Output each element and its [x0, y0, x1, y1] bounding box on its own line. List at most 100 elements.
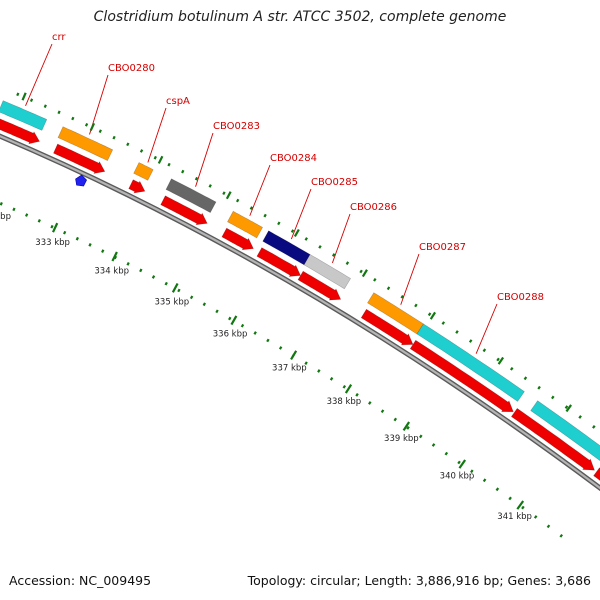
- cds-arrow-cspA: [128, 179, 146, 194]
- tick-label: 332 kbp: [0, 212, 11, 222]
- inner-minor-tick: [470, 469, 474, 474]
- accession-text: Accession: NC_009495: [9, 573, 152, 588]
- inner-major-tick: [402, 421, 411, 431]
- outer-minor-tick: [29, 98, 34, 103]
- inner-minor-tick: [355, 392, 359, 397]
- inner-minor-tick: [342, 384, 347, 389]
- inner-minor-tick: [329, 376, 334, 381]
- inner-minor-tick: [240, 323, 245, 328]
- inner-major-tick: [111, 251, 118, 262]
- inner-minor-tick: [0, 201, 3, 206]
- inner-minor-tick: [431, 443, 436, 447]
- inner-minor-tick: [444, 451, 449, 456]
- leader-line-CBO0283: [195, 132, 214, 187]
- outer-minor-tick: [441, 321, 446, 325]
- cds-arrow-crr: [0, 118, 40, 145]
- inner-minor-tick: [406, 426, 410, 430]
- inner-minor-tick: [508, 496, 512, 501]
- leader-line-cspA: [147, 107, 167, 163]
- outer-minor-tick: [359, 269, 363, 274]
- outer-minor-tick: [592, 425, 596, 429]
- leader-line-crr: [25, 43, 53, 106]
- tick-label: 340 kbp: [440, 471, 475, 481]
- inner-minor-tick: [189, 295, 194, 300]
- outer-minor-tick: [564, 405, 569, 409]
- outer-minor-tick: [277, 221, 281, 226]
- inner-major-tick: [290, 350, 298, 360]
- cds-arrow-CBO0280: [53, 143, 106, 174]
- outer-major-tick: [429, 311, 437, 320]
- outer-minor-tick: [235, 198, 240, 203]
- inner-minor-tick: [25, 213, 29, 217]
- tick-label: 338 kbp: [327, 397, 362, 407]
- inner-minor-tick: [266, 338, 270, 343]
- outer-minor-tick: [455, 330, 459, 334]
- outer-minor-tick: [112, 135, 116, 140]
- outer-major-tick: [89, 122, 96, 132]
- outer-minor-tick: [551, 395, 555, 400]
- gene-feature-CBO0280: [57, 126, 114, 162]
- outer-minor-tick: [318, 245, 322, 249]
- genome-summary-text: Topology: circular; Length: 3,886,916 bp…: [247, 573, 591, 588]
- gene-feature-continuation: [530, 400, 600, 462]
- outer-minor-tick: [509, 366, 514, 371]
- outer-minor-tick: [98, 129, 102, 134]
- inner-minor-tick: [482, 478, 487, 483]
- inner-minor-tick: [253, 331, 257, 335]
- outer-minor-tick: [57, 110, 61, 115]
- outer-minor-tick: [139, 149, 144, 153]
- outer-minor-tick: [71, 116, 75, 121]
- gene-feature-CBO0283: [165, 178, 217, 214]
- gene-label-CBO0284: CBO0284: [270, 153, 317, 164]
- cds-arrow-CBO0285: [256, 247, 301, 277]
- inner-major-tick: [171, 282, 179, 293]
- inner-minor-tick: [75, 236, 79, 241]
- outer-minor-tick: [153, 155, 157, 160]
- backbone-ring: [0, 135, 600, 490]
- tick-label: 333 kbp: [35, 238, 70, 248]
- outer-major-tick: [293, 228, 300, 237]
- gene-feature-crr: [0, 100, 48, 131]
- inner-major-tick: [516, 500, 525, 510]
- outer-minor-tick: [16, 92, 20, 97]
- cds-arrow-CBO0288: [409, 339, 514, 413]
- outer-minor-tick: [537, 385, 541, 390]
- cds-arrow-continuation: [510, 407, 595, 471]
- gene-feature-CBO0286: [303, 254, 352, 290]
- outer-minor-tick: [43, 104, 47, 109]
- cds-arrow-CBO0287: [360, 308, 414, 346]
- outer-minor-tick: [263, 213, 267, 218]
- gene-label-crr: crr: [52, 32, 66, 43]
- gene-feature-CBO0288: [416, 323, 525, 402]
- inner-minor-tick: [304, 361, 308, 366]
- inner-minor-tick: [50, 224, 54, 229]
- outer-minor-tick: [222, 191, 226, 196]
- map-title: Clostridium botulinum A str. ATCC 3502, …: [93, 9, 507, 25]
- outer-minor-tick: [578, 415, 582, 419]
- inner-minor-tick: [533, 515, 538, 519]
- outer-minor-tick: [290, 229, 295, 233]
- inner-minor-tick: [164, 281, 168, 286]
- outer-major-tick: [225, 191, 232, 200]
- gene-label-CBO0287: CBO0287: [419, 242, 466, 253]
- inner-minor-tick: [521, 505, 525, 510]
- tick-label: 339 kbp: [384, 434, 419, 444]
- inner-minor-tick: [12, 207, 16, 212]
- inner-minor-tick: [559, 533, 564, 538]
- outer-minor-tick: [496, 357, 500, 362]
- tick-label: 341 kbp: [497, 512, 532, 522]
- inner-minor-tick: [368, 401, 372, 405]
- gene-feature-cspA: [133, 162, 154, 181]
- leader-line-CBO0288: [475, 303, 498, 354]
- cds-arrow-CBO0283: [160, 195, 208, 226]
- outer-minor-tick: [468, 339, 473, 343]
- outer-minor-tick: [400, 294, 404, 299]
- leader-line-CBO0287: [400, 253, 420, 305]
- inner-minor-tick: [215, 309, 219, 314]
- cds-arrow-CBO0286: [297, 270, 342, 301]
- tick-label: 337 kbp: [272, 364, 307, 374]
- gene-label-CBO0280: CBO0280: [108, 63, 155, 74]
- inner-minor-tick: [546, 524, 551, 529]
